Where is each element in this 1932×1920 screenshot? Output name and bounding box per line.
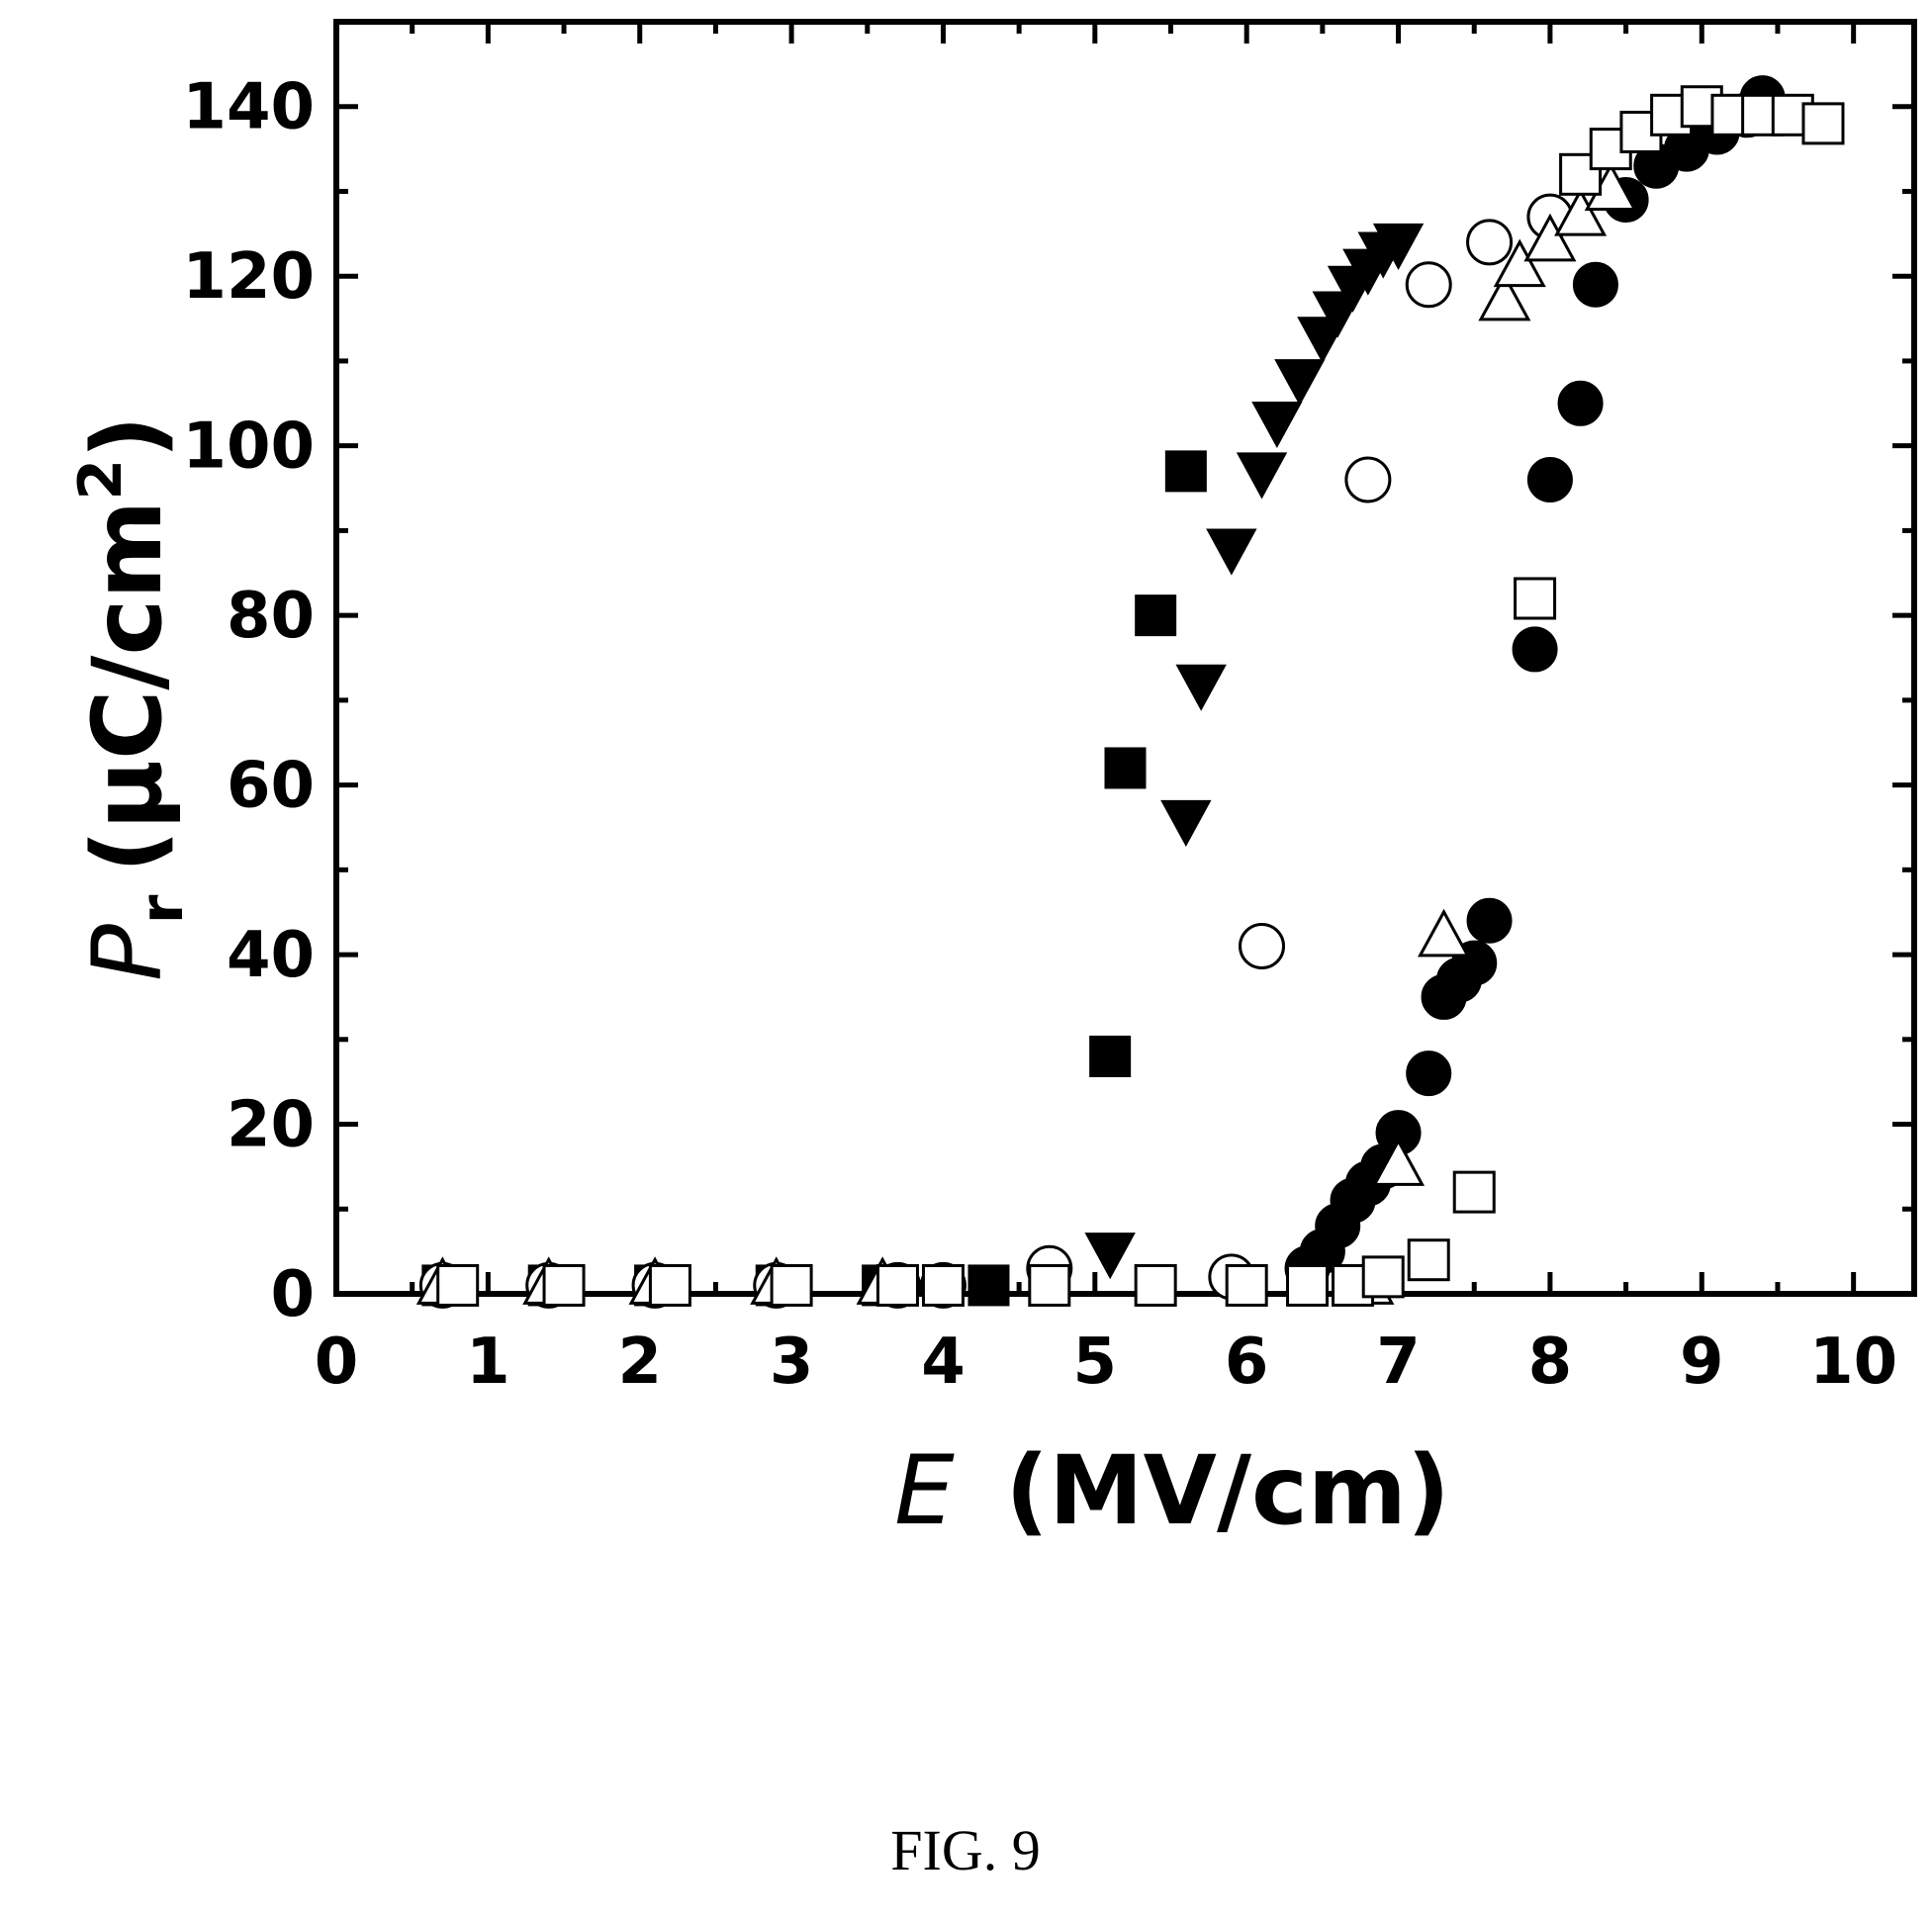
x-axis-unit: (MV/cm) xyxy=(1005,1435,1450,1546)
filled-triangle-down-marker xyxy=(1175,664,1227,711)
y-axis-subscript: r xyxy=(128,894,197,924)
open-circle-marker xyxy=(1239,922,1286,969)
open-square-marker xyxy=(436,1263,480,1307)
open-square-marker xyxy=(542,1263,586,1307)
filled-square-marker xyxy=(1135,594,1177,637)
x-tick-label: 3 xyxy=(770,1326,814,1399)
y-axis-unit-suffix: ) xyxy=(72,415,183,459)
x-tick-label: 5 xyxy=(1073,1326,1118,1399)
open-triangle-up-marker xyxy=(1554,188,1608,236)
open-triangle-up-marker xyxy=(1418,908,1471,958)
open-square-marker xyxy=(770,1263,813,1307)
x-axis-tick-labels: 0 1 2 3 4 5 6 7 8 9 10 xyxy=(315,1326,1897,1399)
y-axis-title: Pr (μC/cm2) xyxy=(66,415,197,981)
y-tick-label: 120 xyxy=(182,240,315,314)
open-circle-marker xyxy=(1405,261,1452,309)
x-tick-label: 8 xyxy=(1528,1326,1573,1399)
y-axis-superscript: 2 xyxy=(66,459,136,501)
open-square-marker xyxy=(1028,1263,1071,1307)
filled-triangle-down-marker xyxy=(1236,452,1288,500)
filled-circle-marker xyxy=(1512,626,1558,673)
open-triangle-up-marker xyxy=(1523,213,1577,262)
open-square-marker xyxy=(875,1263,919,1307)
filled-square-marker xyxy=(1104,747,1147,789)
open-square-marker xyxy=(648,1263,691,1307)
open-square-marker xyxy=(1361,1255,1405,1299)
filled-square-marker xyxy=(1164,450,1207,493)
open-square-marker xyxy=(1452,1170,1496,1214)
y-axis-ticks xyxy=(336,19,1914,1297)
open-triangle-up-marker xyxy=(1372,1138,1426,1186)
open-square-marker xyxy=(921,1263,965,1307)
y-tick-label: 80 xyxy=(227,580,315,653)
filled-circle-marker xyxy=(1557,380,1604,426)
y-axis-tick-labels: 0 20 40 60 80 100 120 140 xyxy=(182,71,315,1331)
filled-circle-marker xyxy=(1466,897,1513,944)
filled-triangle-down-marker xyxy=(1372,223,1425,270)
filled-triangle-down-marker xyxy=(1274,359,1326,407)
filled-triangle-down-marker xyxy=(1160,799,1212,847)
figure-caption: FIG. 9 xyxy=(890,1818,1040,1882)
x-tick-label: 1 xyxy=(466,1326,510,1399)
filled-square-marker xyxy=(967,1264,1010,1307)
open-square-marker xyxy=(1801,102,1845,145)
y-axis-unit-prefix: (μC/cm xyxy=(72,501,183,873)
data-markers xyxy=(415,75,1845,1309)
x-axis-title: E (MV/cm) xyxy=(894,1435,1450,1546)
y-tick-label: 20 xyxy=(227,1089,315,1162)
filled-triangle-down-marker xyxy=(1206,528,1257,576)
y-tick-label: 140 xyxy=(182,71,315,144)
filled-square-marker xyxy=(1089,1035,1132,1077)
y-tick-label: 40 xyxy=(227,919,315,992)
y-tick-label: 60 xyxy=(227,750,315,823)
open-square-marker xyxy=(1407,1238,1450,1282)
y-tick-label: 0 xyxy=(270,1258,315,1331)
filled-circle-marker xyxy=(1526,456,1573,503)
y-tick-label: 100 xyxy=(182,411,315,484)
open-square-marker xyxy=(1514,577,1557,620)
open-square-marker xyxy=(1225,1263,1268,1307)
filled-triangle-down-marker xyxy=(1084,1233,1136,1280)
x-axis-symbol: E xyxy=(894,1435,955,1546)
open-triangle-up-marker xyxy=(1478,272,1531,321)
x-tick-label: 4 xyxy=(921,1326,966,1399)
plot-border xyxy=(333,19,1917,1297)
y-axis-symbol: P xyxy=(72,924,183,981)
x-tick-label: 6 xyxy=(1225,1326,1269,1399)
open-triangle-up-marker xyxy=(1493,238,1546,288)
x-tick-label: 0 xyxy=(315,1326,359,1399)
x-tick-label: 2 xyxy=(617,1326,662,1399)
filled-circle-marker xyxy=(1572,261,1618,308)
x-tick-label: 10 xyxy=(1809,1326,1897,1399)
x-tick-label: 9 xyxy=(1680,1326,1724,1399)
open-circle-marker xyxy=(1466,219,1514,266)
filled-triangle-down-marker xyxy=(1251,401,1303,449)
open-circle-marker xyxy=(1344,456,1392,503)
x-tick-label: 7 xyxy=(1376,1326,1421,1399)
plot-frame xyxy=(333,19,1917,1297)
open-square-marker xyxy=(1134,1263,1177,1307)
filled-circle-marker xyxy=(1406,1051,1452,1097)
open-square-marker xyxy=(1286,1263,1330,1307)
